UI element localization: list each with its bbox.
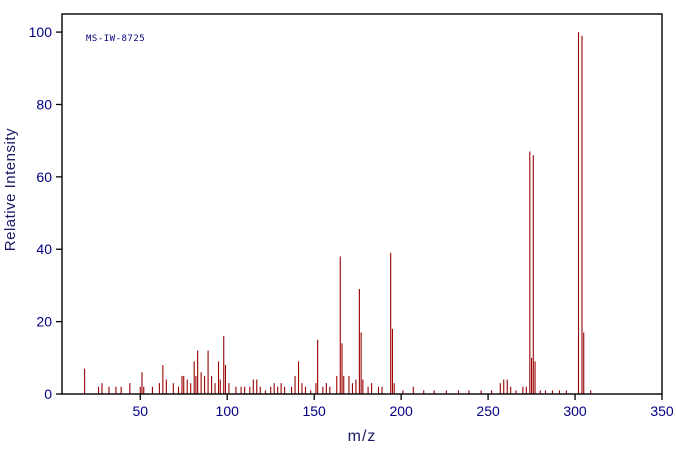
svg-text:150: 150 (302, 403, 326, 419)
spectrum-peaks (84, 32, 592, 394)
axis-tick-labels: 50 100 150 200 250 300 350 0 20 40 60 80 100 (29, 24, 674, 419)
svg-text:40: 40 (36, 241, 52, 257)
plot-frame (61, 13, 663, 395)
svg-text:100: 100 (29, 24, 53, 40)
x-axis-title: m/z (347, 428, 377, 445)
svg-text:350: 350 (650, 403, 674, 419)
svg-text:80: 80 (36, 96, 52, 112)
svg-text:50: 50 (132, 403, 148, 419)
svg-text:250: 250 (476, 403, 500, 419)
svg-text:300: 300 (563, 403, 587, 419)
y-axis-title: Relative Intensity (2, 128, 19, 252)
spectrum-id-label: MS-IW-8725 (86, 34, 146, 44)
svg-text:20: 20 (36, 314, 52, 330)
svg-text:0: 0 (44, 386, 52, 402)
svg-text:60: 60 (36, 169, 52, 185)
svg-text:100: 100 (216, 403, 240, 419)
svg-text:200: 200 (389, 403, 413, 419)
axis-ticks (56, 31, 663, 400)
